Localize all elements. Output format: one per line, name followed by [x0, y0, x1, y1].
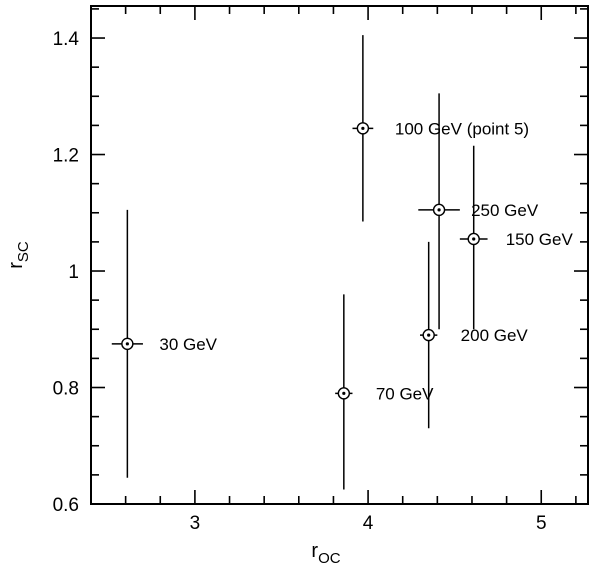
data-point: 30 GeV	[111, 209, 218, 478]
y-tick-label: 1	[68, 262, 79, 283]
y-tick-label: 1.2	[53, 146, 79, 167]
x-tick-label: 4	[363, 513, 374, 534]
plot-frame	[90, 5, 589, 505]
data-point: 250 GeV	[418, 93, 539, 330]
point-label: 100 GeV (point 5)	[395, 119, 529, 138]
y-tick-label: 1.4	[53, 29, 80, 50]
data-point: 70 GeV	[335, 294, 434, 490]
point-center	[437, 208, 441, 212]
x-axis-label-main: r	[311, 540, 318, 562]
point-center	[125, 342, 129, 346]
data-point: 100 GeV (point 5)	[352, 35, 529, 222]
axis-ticks	[90, 6, 588, 505]
x-tick-label: 5	[536, 513, 547, 534]
point-label: 70 GeV	[376, 384, 434, 403]
point-center	[361, 126, 365, 130]
y-tick-label: 0.8	[53, 379, 79, 400]
y-tick-label: 0.6	[53, 495, 79, 516]
point-label: 150 GeV	[506, 230, 574, 249]
data-point: 150 GeV	[459, 145, 574, 330]
x-tick-label: 3	[190, 513, 201, 534]
point-center	[342, 391, 346, 395]
point-center	[472, 237, 476, 241]
point-label: 200 GeV	[461, 326, 529, 345]
point-center	[427, 333, 431, 337]
data-point: 200 GeV	[420, 241, 529, 429]
x-axis-label-sub: OC	[318, 550, 341, 567]
x-axis-label: rOC	[311, 540, 340, 567]
y-axis-label-sub: SC	[15, 241, 32, 262]
y-axis-label: rSC	[5, 241, 32, 269]
tick-labels: 3 4 5 0.6 0.8 1 1.2 1.4	[53, 29, 547, 534]
point-label: 30 GeV	[159, 335, 217, 354]
y-axis-label-main: r	[5, 262, 27, 269]
point-label: 250 GeV	[471, 201, 539, 220]
data-points: 30 GeV 70 GeV 100 GeV (point 5) 200 GeV 250 …	[111, 35, 574, 490]
